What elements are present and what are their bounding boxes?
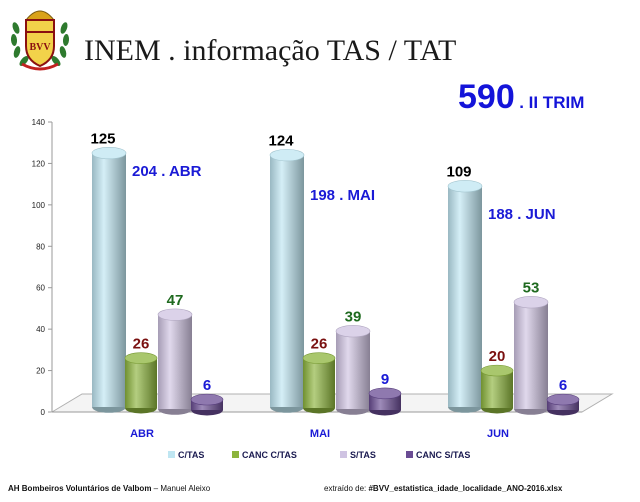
data-label: 47 [167,292,184,309]
bar-chart: 0 20 40 60 80 100 120 140 125 26 47 6 204 . ABR ABR 12… [32,118,614,460]
legend-label: S/TAS [350,450,376,460]
y-tick-label: 0 [41,408,46,417]
bar-top [368,387,402,400]
footer-author: Manuel Aleixo [160,484,211,493]
bar-body [125,358,157,408]
logo-emblem: BVV [10,10,70,71]
footer-source-file: #BVV_estatistica_idade_localidade_ANO-20… [368,484,563,493]
bar-top [91,146,127,160]
bar-top [480,364,514,377]
quarter-total-label: . II TRIM [519,93,585,112]
legend-swatch [232,451,239,458]
bar-top [269,149,305,162]
data-label: 9 [381,371,389,388]
laurel-right-icon [51,22,70,66]
legend-swatch [168,451,175,458]
bar-body [303,358,335,408]
bar-canc-c-tas-mai [302,352,336,414]
y-tick-label: 120 [32,159,46,168]
x-tick-label: JUN [487,428,509,440]
data-label: 26 [133,336,150,353]
legend-label: CANC C/TAS [242,450,297,460]
month-total-label: 188 . JUN [488,206,556,223]
y-tick-label: 60 [36,284,45,293]
laurel-left-icon [10,22,29,66]
footer-credit: AH Bombeiros Voluntários de Valbom – Man… [8,484,210,493]
quarter-total-value: 590 [458,78,515,116]
data-label: 125 [90,130,115,147]
y-tick-label: 20 [36,367,45,376]
bar-body [92,153,126,407]
bar-c-tas-mai [269,149,305,413]
page-title: INEM . informação TAS / TAT [84,34,457,67]
y-tick-label: 100 [32,201,46,210]
bar-s-tas-jun [513,296,549,415]
data-label: 39 [345,308,362,325]
x-tick-label: ABR [130,428,154,440]
data-label: 26 [311,336,328,353]
y-tick-label: 40 [36,325,45,334]
month-total-label: 204 . ABR [132,163,202,180]
bar-canc-s-tas-abr [190,393,224,416]
legend-swatch [340,451,347,458]
bar-body [158,314,192,409]
month-total-label: 198 . MAI [310,187,375,204]
data-label: 124 [268,132,294,149]
legend-label: C/TAS [178,450,204,460]
bar-s-tas-mai [335,325,371,415]
quarter-total: 590 . II TRIM [458,78,584,117]
bar-canc-s-tas-mai [368,387,402,416]
bar-top [447,180,483,193]
bar-top [513,296,549,309]
bar-body [481,370,513,408]
bar-top [546,393,580,406]
footer-source: extraído de: #BVV_estatistica_idade_loca… [324,484,562,493]
footer-org: AH Bombeiros Voluntários de Valbom [8,484,152,493]
bar-s-tas-abr [157,308,193,415]
bar-body [514,302,548,409]
bar-c-tas-abr [91,146,127,413]
bar-top [190,393,224,406]
y-tick-label: 140 [32,118,46,127]
bar-body [448,186,482,407]
logo-text: BVV [29,42,51,53]
bar-body [270,155,304,407]
y-tick-label: 80 [36,242,45,251]
bar-c-tas-jun [447,180,483,413]
bar-canc-s-tas-jun [546,393,580,416]
legend-swatch [406,451,413,458]
bar-top [302,352,336,364]
data-label: 6 [559,377,567,394]
legend-label: CANC S/TAS [416,450,470,460]
ribbon-icon [21,62,59,71]
footer-separator: – [151,484,161,493]
footer-source-prefix: extraído de: [324,484,369,493]
data-label: 53 [523,279,540,296]
bar-canc-c-tas-jun [480,364,514,414]
x-tick-label: MAI [310,428,330,440]
bar-top [124,352,158,364]
data-label: 109 [446,163,471,180]
bar-top [335,325,371,338]
bar-top [157,308,193,321]
bar-canc-c-tas-abr [124,352,158,414]
helmet-icon [24,10,56,21]
data-label: 20 [489,348,506,365]
bar-body [336,331,370,409]
data-label: 6 [203,377,211,394]
